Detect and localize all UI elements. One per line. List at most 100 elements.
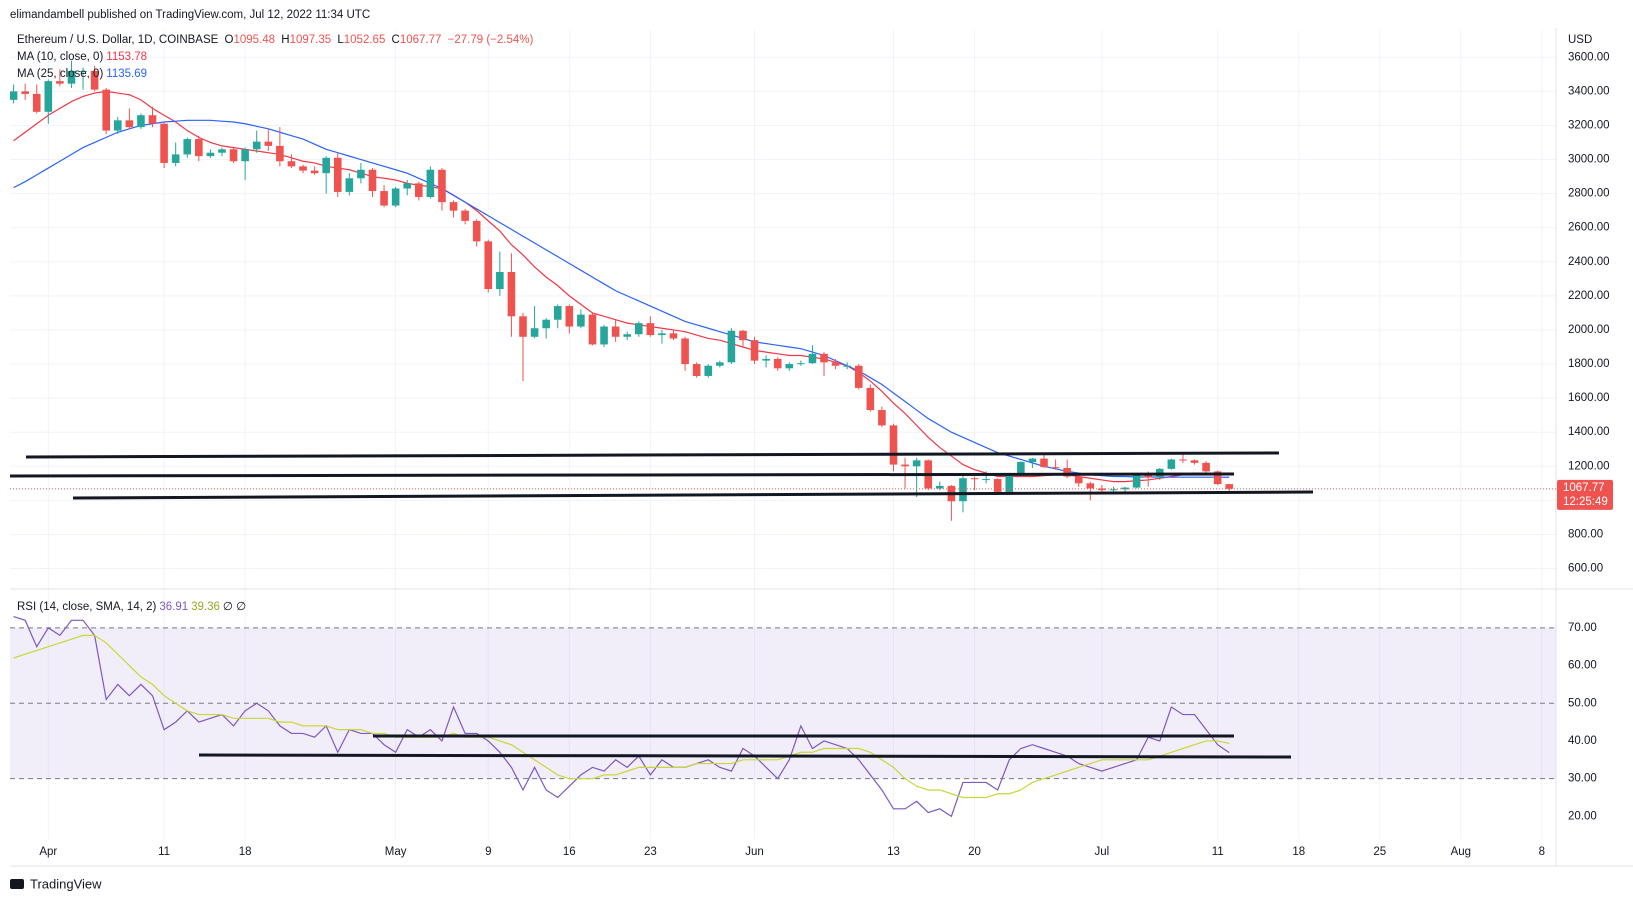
- legend-name: MA (10, close, 0): [17, 51, 104, 63]
- candle-body: [472, 220, 481, 242]
- y-tick-label: 3600.00: [1568, 51, 1610, 63]
- candle-body: [565, 306, 574, 327]
- candle-body: [704, 365, 713, 376]
- price-tag-label: 1067.77: [1563, 482, 1605, 494]
- trend-line: [25, 451, 1280, 459]
- y-tick-label: 20.00: [1568, 810, 1597, 822]
- axis-unit: USD: [1568, 34, 1592, 46]
- ohlc-key: L: [337, 34, 344, 46]
- candle-body: [577, 314, 585, 327]
- y-tick-label: 1600.00: [1568, 392, 1610, 404]
- candle-body: [67, 70, 76, 84]
- candle-body: [901, 464, 909, 467]
- candle-body: [171, 154, 180, 163]
- grid: [10, 30, 1556, 839]
- candle-body: [588, 314, 597, 345]
- candle-body: [218, 149, 226, 153]
- y-tick-label: 40.00: [1568, 735, 1597, 747]
- y-tick-label: 70.00: [1568, 622, 1597, 634]
- candle-body: [276, 145, 284, 162]
- y-tick-label: 50.00: [1568, 697, 1597, 709]
- candle-body: [44, 81, 53, 112]
- candle-body: [866, 387, 875, 411]
- plot-area: [10, 60, 1314, 818]
- publish-header: elimandambell published on TradingView.c…: [10, 9, 370, 21]
- candle-body: [125, 120, 134, 128]
- x-tick-label: 16: [563, 846, 576, 858]
- legend-value: 39.36: [191, 601, 220, 613]
- line: [13, 119, 1230, 478]
- candle-body: [773, 358, 782, 369]
- candle-body: [32, 93, 41, 112]
- candle-body: [993, 479, 1002, 492]
- candle-body: [797, 363, 805, 365]
- candle-body: [1202, 462, 1210, 472]
- ohlc-value: 1097.35: [289, 34, 332, 46]
- candle-body: [438, 169, 446, 203]
- candle-body: [1063, 467, 1071, 477]
- y-tick-label: 1200.00: [1568, 460, 1610, 472]
- candle-body: [1213, 471, 1222, 485]
- candle-body: [681, 338, 689, 365]
- y-tick-label: 60.00: [1568, 660, 1597, 672]
- candle-body: [333, 157, 342, 192]
- x-tick-label: Jul: [1095, 846, 1110, 858]
- candle-body: [878, 410, 886, 426]
- candle-body: [496, 272, 504, 290]
- symbol-legend: Ethereum / U.S. Dollar, 1D, COINBASE O10…: [17, 34, 536, 46]
- ma-legend: MA (10, close, 0) 1153.78: [17, 51, 150, 63]
- x-tick-label: 8: [1539, 846, 1545, 858]
- ohlc-value: 1067.77: [399, 34, 442, 46]
- candle-body: [646, 323, 655, 336]
- legend-value: 1153.78: [106, 51, 148, 63]
- x-tick-label: 18: [1292, 846, 1305, 858]
- candle-body: [750, 340, 759, 361]
- x-tick-label: 9: [485, 846, 491, 858]
- y-tick-label: 3200.00: [1568, 119, 1610, 131]
- y-tick-label: 30.00: [1568, 773, 1597, 785]
- candle-body: [669, 333, 678, 339]
- candle-body: [241, 149, 249, 162]
- y-tick-label: 3400.00: [1568, 85, 1610, 97]
- candle-body: [357, 169, 365, 179]
- candle-body: [1040, 458, 1048, 468]
- trend-line: [72, 490, 1314, 500]
- candle-body: [1179, 459, 1187, 461]
- x-tick-label: 18: [239, 846, 252, 858]
- candle-body: [345, 178, 354, 192]
- candle-body: [692, 364, 701, 376]
- candle-body: [310, 170, 319, 174]
- y-tick-label: 2800.00: [1568, 188, 1610, 200]
- ohlc-key: C: [391, 34, 400, 46]
- y-tick-label: 2200.00: [1568, 290, 1610, 302]
- x-tick-label: Apr: [39, 846, 57, 858]
- ohlc-key: O: [224, 34, 234, 46]
- candle-body: [889, 425, 898, 465]
- candle-body: [287, 161, 296, 167]
- candle-body: [137, 115, 145, 128]
- candle-body: [79, 70, 87, 72]
- candle-body: [195, 139, 203, 157]
- candle-body: [600, 326, 608, 345]
- candle-body: [415, 183, 423, 198]
- x-tick-label: 25: [1373, 846, 1386, 858]
- candle-body: [1086, 483, 1095, 489]
- candle-body: [658, 333, 666, 336]
- candle-body: [716, 362, 724, 366]
- ma-legend: MA (25, close, 0) 1135.69: [17, 68, 150, 80]
- candle-body: [183, 139, 192, 155]
- candle-body: [519, 316, 527, 337]
- candle-body: [1098, 488, 1106, 491]
- candle-body: [160, 123, 168, 163]
- candle-body: [623, 334, 631, 337]
- candle-body: [148, 115, 157, 124]
- x-tick-label: May: [385, 846, 407, 858]
- candle-body: [1225, 484, 1234, 489]
- candle-body: [831, 362, 840, 366]
- x-tick-label: 20: [968, 846, 981, 858]
- change: −27.79 (−2.54%): [447, 34, 534, 46]
- candle-body: [1051, 467, 1060, 469]
- trend-lines: [10, 451, 1314, 759]
